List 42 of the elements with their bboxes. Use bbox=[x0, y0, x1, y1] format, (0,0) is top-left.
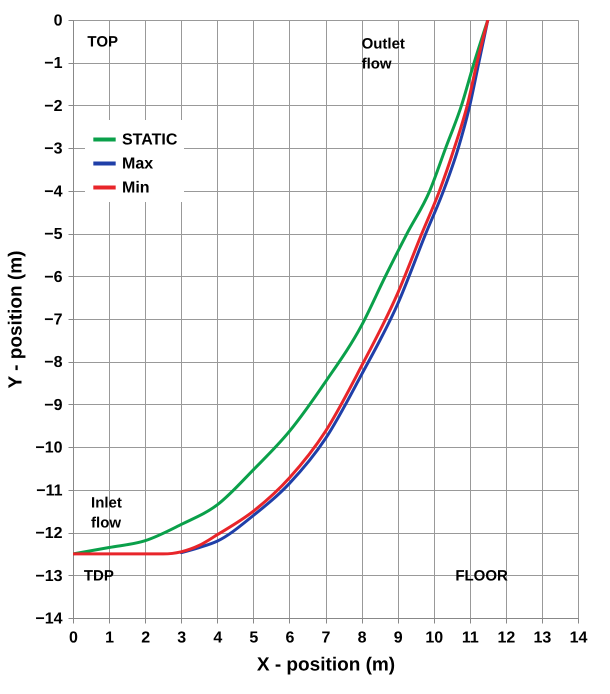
line-series bbox=[73, 20, 490, 556]
x-tick-label: 14 bbox=[570, 630, 588, 646]
y-axis-title: Y - position (m) bbox=[5, 250, 26, 388]
x-tick-label: 3 bbox=[177, 630, 186, 646]
x-tick-label: 8 bbox=[358, 630, 367, 646]
y-tick-label: −7 bbox=[44, 312, 63, 328]
annotation: Inlet flow bbox=[91, 494, 122, 532]
y-tick-label: −10 bbox=[35, 440, 63, 457]
y-tick-label: −11 bbox=[36, 482, 63, 500]
y-tick-label: −14 bbox=[35, 610, 63, 628]
y-tick-label: 0 bbox=[54, 12, 63, 30]
x-tick-label: 0 bbox=[69, 630, 78, 646]
x-tick-label: 5 bbox=[249, 630, 258, 646]
y-tick-label: −13 bbox=[35, 568, 63, 585]
y-tick-label: −5 bbox=[44, 226, 63, 244]
annotation: TDP bbox=[84, 567, 114, 584]
y-tick-label: −6 bbox=[44, 268, 63, 286]
legend-label: STATIC bbox=[122, 132, 178, 148]
x-tick-label: 6 bbox=[285, 630, 294, 646]
annotation: Outlet flow bbox=[362, 35, 405, 72]
x-tick-label: 10 bbox=[425, 630, 444, 646]
x-tick-label: 4 bbox=[213, 630, 222, 646]
legend-label: Min bbox=[122, 180, 150, 196]
annotation: TOP bbox=[87, 33, 118, 50]
y-tick-label: −9 bbox=[44, 396, 63, 414]
line-series bbox=[180, 20, 490, 554]
y-tick-label: −1 bbox=[44, 55, 63, 72]
legend-label: Max bbox=[122, 156, 154, 172]
y-tick-label: −8 bbox=[44, 354, 63, 372]
x-tick-label: 7 bbox=[322, 630, 331, 646]
y-tick-label: −4 bbox=[44, 183, 63, 200]
y-tick-label: −3 bbox=[44, 140, 63, 158]
x-tick-label: 9 bbox=[394, 630, 403, 646]
x-tick-label: 12 bbox=[497, 630, 516, 646]
x-tick-label: 13 bbox=[534, 630, 552, 646]
x-tick-label: 1 bbox=[105, 630, 114, 646]
x-axis-title: X - position (m) bbox=[256, 654, 396, 676]
y-tick-label: −12 bbox=[35, 525, 63, 542]
x-tick-label: 2 bbox=[141, 630, 150, 646]
x-tick-label: 11 bbox=[462, 630, 479, 646]
annotation: FLOOR bbox=[455, 567, 508, 584]
y-tick-label: −2 bbox=[44, 98, 63, 115]
